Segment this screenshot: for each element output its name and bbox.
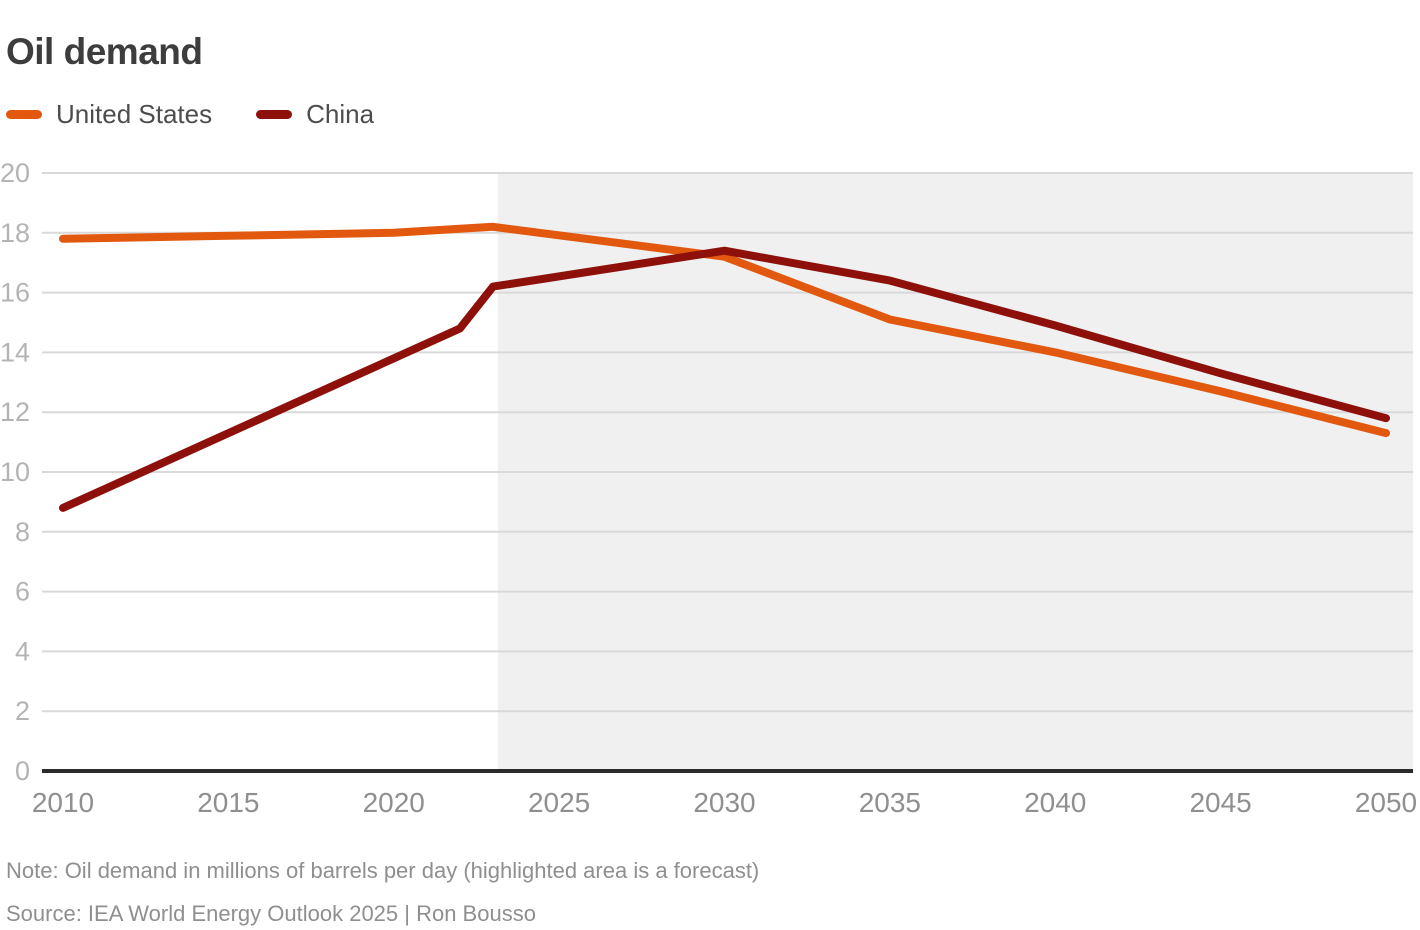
x-tick-label: 2045 <box>1189 787 1251 818</box>
y-tick-label: 10 <box>0 457 30 487</box>
x-tick-label: 2040 <box>1024 787 1086 818</box>
y-tick-label: 14 <box>0 337 30 367</box>
chart-source: Source: IEA World Energy Outlook 2025 | … <box>6 901 536 926</box>
x-tick-label: 2050 <box>1355 787 1417 818</box>
y-tick-label: 0 <box>15 756 30 786</box>
legend-item-united-states: United States <box>6 99 212 130</box>
y-tick-label: 20 <box>0 158 30 188</box>
y-tick-label: 12 <box>0 397 30 427</box>
x-tick-label: 2010 <box>32 787 94 818</box>
x-tick-label: 2015 <box>197 787 259 818</box>
page-title: Oil demand <box>6 30 203 72</box>
y-tick-label: 4 <box>15 636 30 666</box>
x-tick-label: 2025 <box>528 787 590 818</box>
series-line-united-states <box>59 222 1390 438</box>
y-tick-label: 8 <box>15 517 30 547</box>
united-states-line-swatch <box>6 110 42 119</box>
series-line-china <box>59 246 1390 512</box>
chart-legend: United States China <box>6 99 374 130</box>
y-tick-label: 16 <box>0 278 30 308</box>
x-tick-label: 2020 <box>363 787 425 818</box>
legend-label-china: China <box>306 99 375 129</box>
y-tick-label: 6 <box>15 577 30 607</box>
y-tick-label: 2 <box>15 696 30 726</box>
chart-note: Note: Oil demand in millions of barrels … <box>6 858 760 883</box>
legend-label-united-states: United States <box>56 99 213 129</box>
china-line-swatch <box>256 110 293 119</box>
x-tick-label: 2030 <box>693 787 755 818</box>
y-tick-label: 18 <box>0 218 30 248</box>
legend-item-china: China <box>256 99 374 130</box>
x-tick-label: 2035 <box>859 787 921 818</box>
